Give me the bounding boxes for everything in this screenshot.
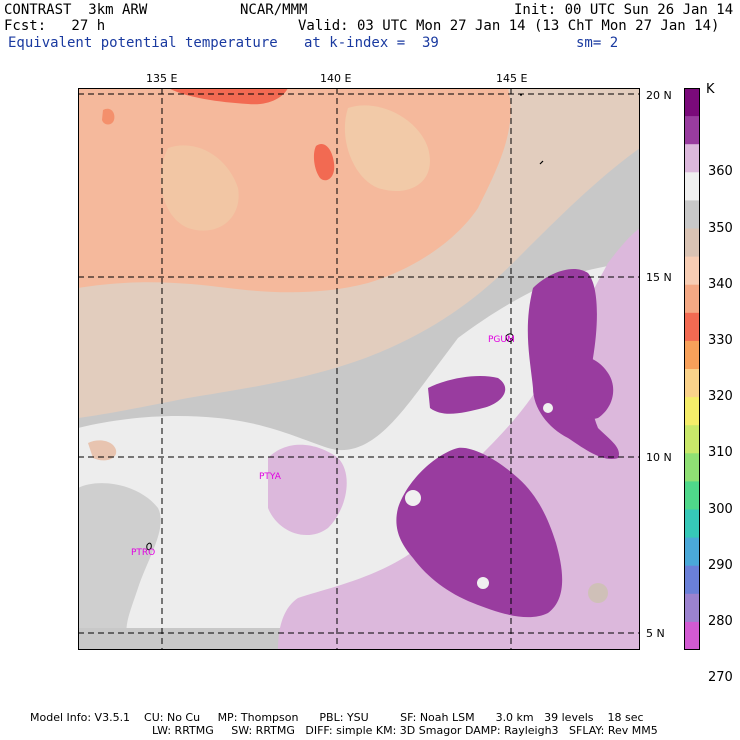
lon-label-140: 140 E [320, 72, 352, 85]
colorbar-swatch [684, 593, 700, 623]
palau-island-outline [146, 542, 152, 551]
colorbar-swatch [684, 340, 700, 370]
vertical-level: at k-index = 39 [304, 35, 439, 51]
field-darkpurple-east [566, 356, 614, 419]
field-salmon-inset [344, 105, 430, 192]
station-label-pgum: PGUM [488, 335, 515, 345]
colorbar-tick-label: 280 [708, 614, 733, 629]
field-tan-patch [88, 440, 117, 461]
colorbar-swatch [684, 621, 700, 650]
station-label-ptro: PTRO [131, 548, 155, 558]
field-hole-3 [543, 403, 553, 413]
colorbar-swatch [684, 312, 700, 342]
station-label-ptya: PTYA [259, 472, 282, 482]
lat-label-10: 10 N [646, 451, 672, 464]
lon-label-135: 135 E [146, 72, 178, 85]
colorbar-swatch [684, 425, 700, 454]
colorbar-swatch [684, 88, 700, 117]
field-salmon-inset-2 [160, 145, 239, 231]
colorbar-tick-label: 360 [708, 164, 733, 179]
colorbar-swatch [684, 453, 700, 482]
field-red-blob [313, 143, 335, 181]
field-darkpurple-mid [428, 376, 506, 414]
colorbar-swatch [684, 200, 700, 229]
field-grey-left [78, 483, 161, 650]
model-name: CONTRAST 3km ARW [4, 2, 148, 18]
colorbar-unit: K [706, 82, 715, 97]
field-lightpurple-west [268, 444, 347, 536]
colorbar-tick-label: 300 [708, 502, 733, 517]
field-red-top [168, 88, 288, 105]
smoothing: sm= 2 [576, 35, 619, 51]
colorbar-swatch [684, 509, 700, 539]
field-hole-1 [405, 490, 421, 506]
map-frame [78, 88, 640, 650]
colorbar-tick-label: 350 [708, 221, 733, 236]
colorbar-swatch [684, 116, 700, 145]
valid-time: Valid: 03 UTC Mon 27 Jan 14 (13 ChT Mon … [298, 18, 720, 34]
footer-model-info: Model Info: V3.5.1 CU: No Cu MP: Thompso… [30, 711, 644, 724]
lat-label-5: 5 N [646, 627, 665, 640]
colorbar-swatch [684, 172, 700, 201]
field-darkpurple-south [396, 447, 563, 618]
colorbar-tick-label: 290 [708, 558, 733, 573]
colorbar-swatch [684, 397, 700, 426]
colorbar-tick-label: 340 [708, 277, 733, 292]
colorbar-tick-label: 270 [708, 670, 733, 685]
colorbar-tick-label: 320 [708, 389, 733, 404]
lon-label-145: 145 E [496, 72, 528, 85]
forecast-hour: Fcst: 27 h [4, 18, 106, 34]
lat-label-15: 15 N [646, 271, 672, 284]
island-speck-1 [539, 160, 544, 165]
footer-physics: LW: RRTMG SW: RRTMG DIFF: simple KM: 3D … [152, 724, 658, 737]
colorbar-swatch [684, 565, 700, 595]
init-time: Init: 00 UTC Sun 26 Jan 14 [514, 2, 734, 18]
colorbar-swatch [684, 369, 700, 398]
field-hole-2 [477, 577, 489, 589]
colorbar-swatch [684, 144, 700, 173]
colorbar-tick-label: 310 [708, 445, 733, 460]
field-name: Equivalent potential temperature [8, 35, 278, 51]
colorbar-swatch [684, 256, 700, 286]
colorbar-swatch [684, 537, 700, 567]
colorbar-tick-label: 330 [708, 333, 733, 348]
field-red-dot [102, 108, 115, 125]
field-hole-4 [588, 583, 608, 603]
colorbar-swatch [684, 228, 700, 258]
theta-e-map: PGUM PTYA PTRO [78, 88, 640, 650]
colorbar [684, 88, 700, 650]
lat-label-20: 20 N [646, 89, 672, 102]
colorbar-frame [684, 88, 700, 650]
organization: NCAR/MMM [240, 2, 308, 18]
colorbar-swatch [684, 481, 700, 510]
colorbar-swatch [684, 284, 700, 314]
guam-island-outline [505, 333, 514, 342]
lat-lon-grid [78, 88, 640, 650]
